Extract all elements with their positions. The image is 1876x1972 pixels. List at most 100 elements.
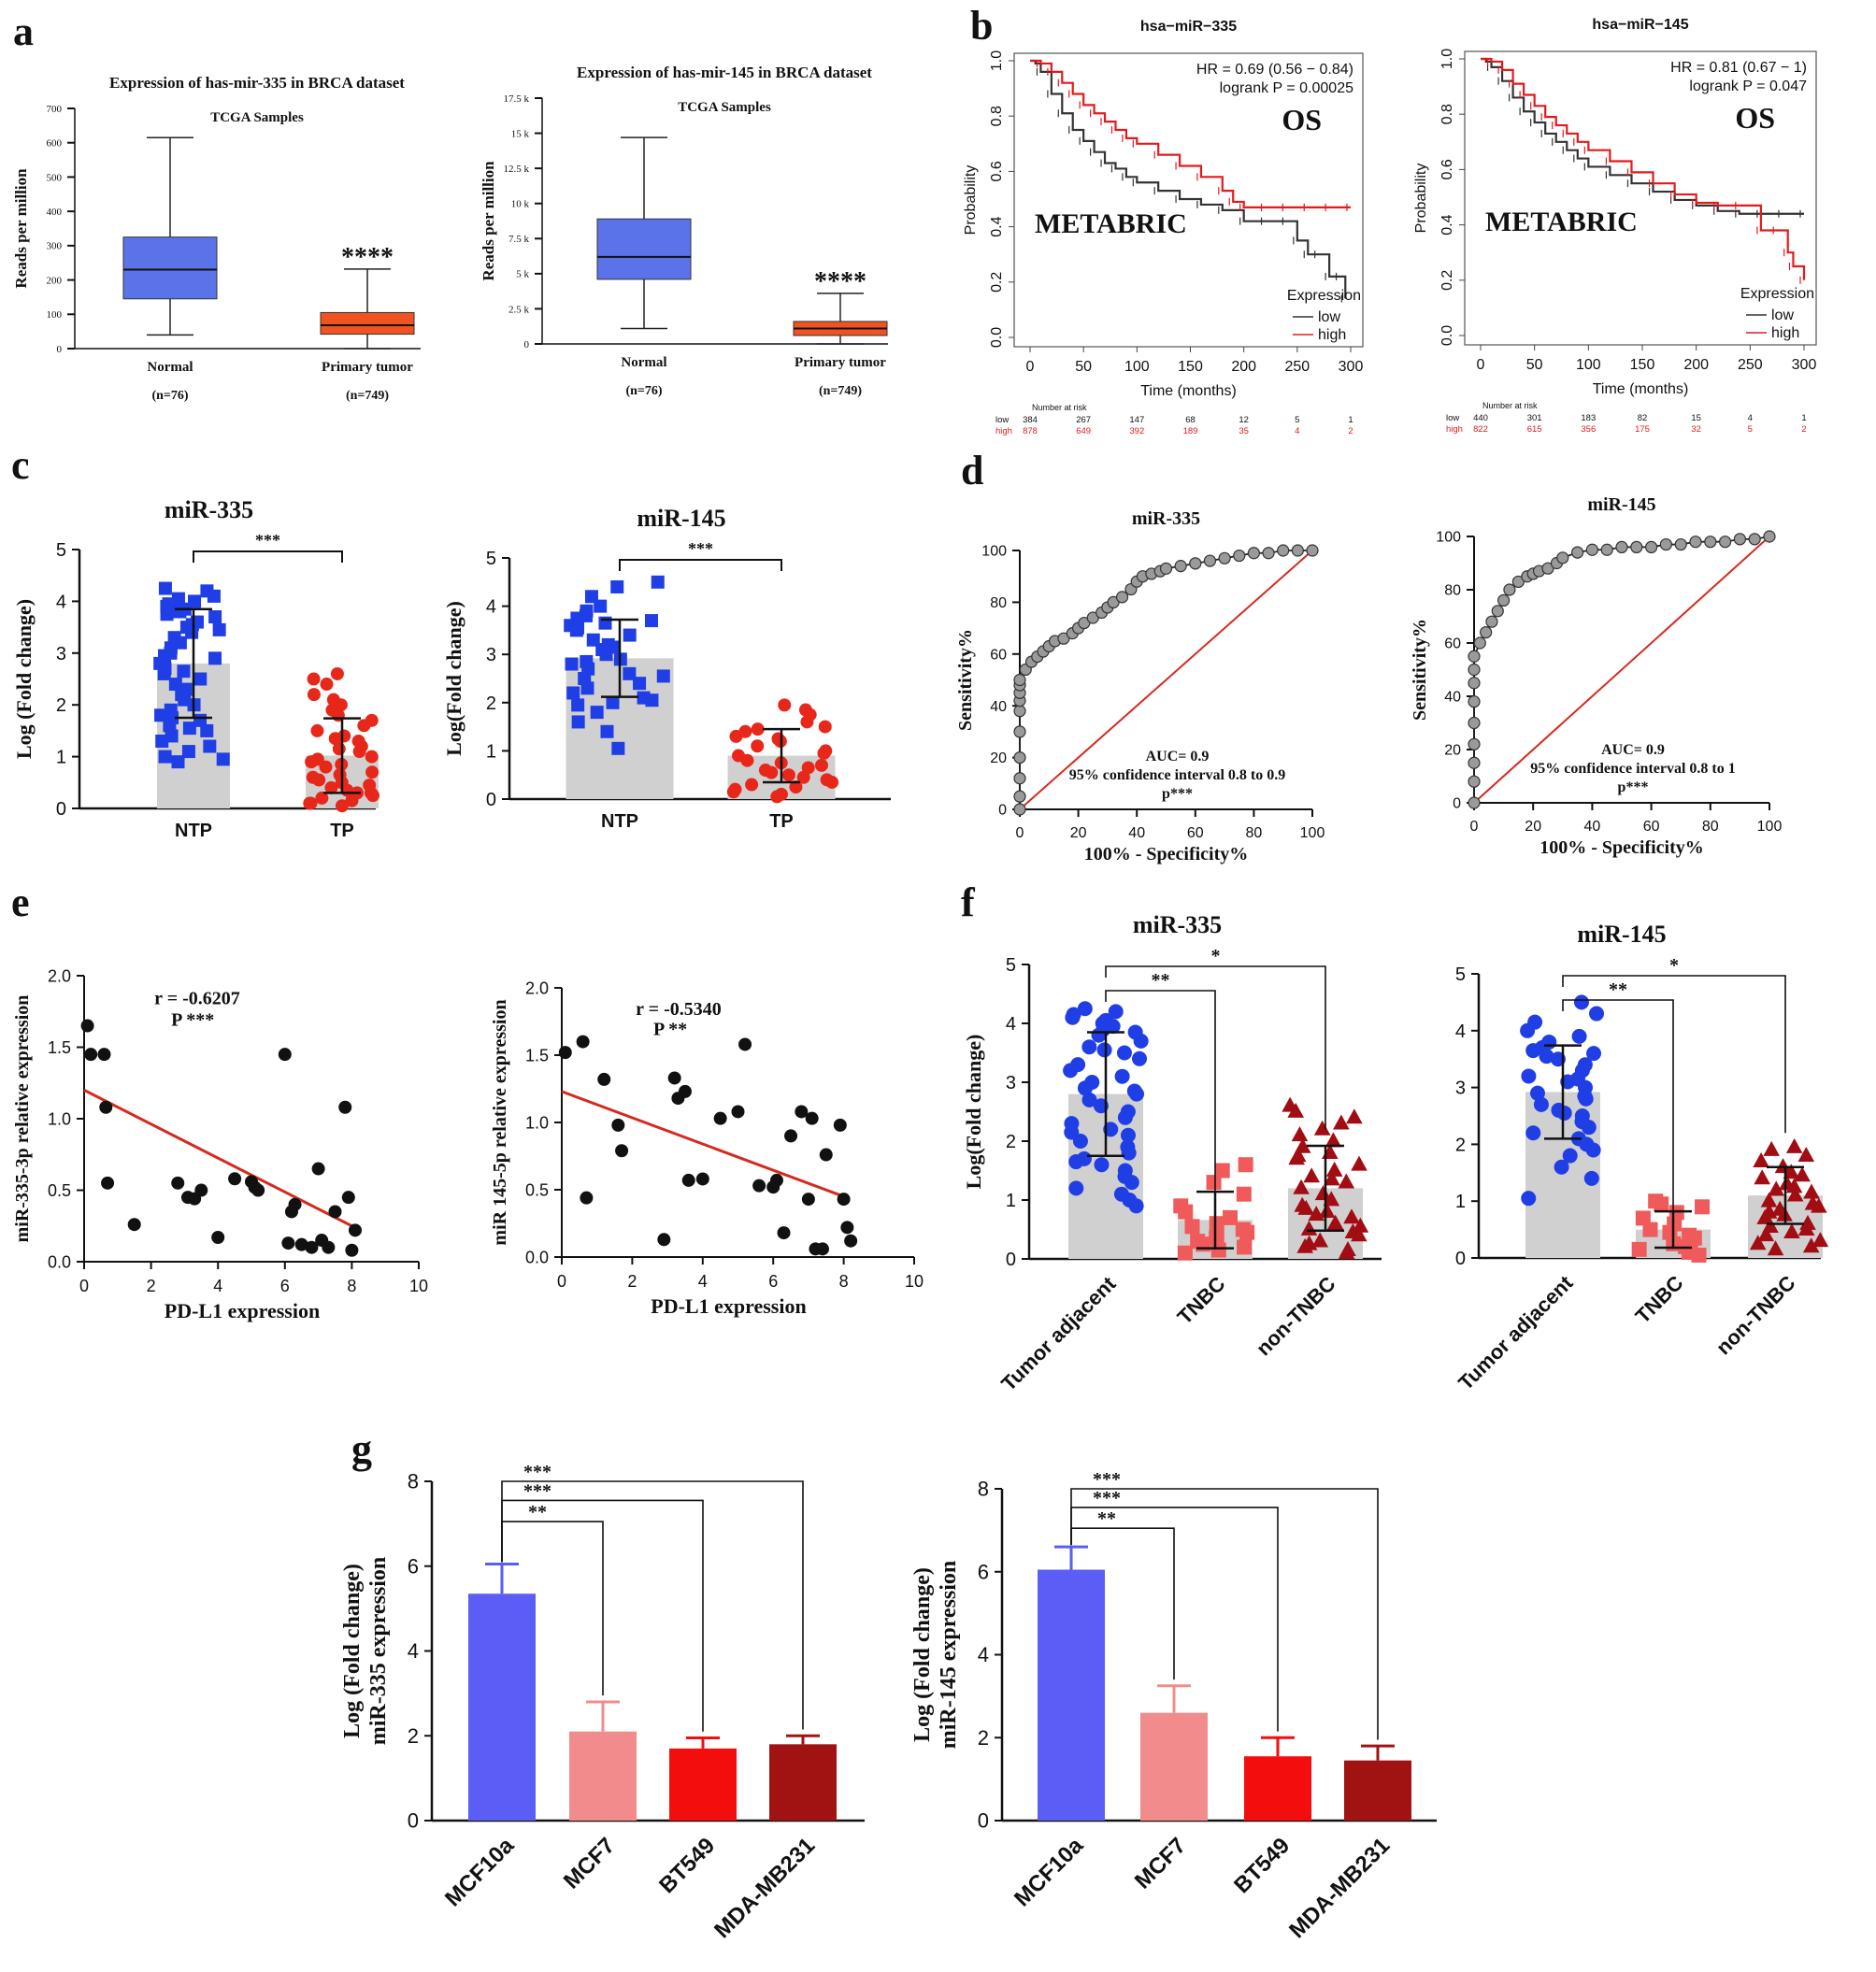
data-point	[154, 708, 168, 722]
comparison-label: *	[1211, 946, 1221, 966]
y-tick-label: 3	[486, 645, 496, 665]
comparison-bracket	[501, 1480, 804, 1730]
bar-bt549	[669, 1748, 737, 1821]
dotbar-chart-f1: miR-335 0 1 2 3 4 5 Log(Fold change) Tumor adjac…	[962, 911, 1382, 1395]
roc-point	[1203, 554, 1217, 567]
data-point	[1573, 994, 1589, 1010]
x-tick-label: 300	[1339, 359, 1364, 375]
dataset-label: METABRIC	[1035, 208, 1187, 239]
data-point	[84, 1048, 98, 1062]
category-label: MCF10a	[440, 1833, 520, 1912]
data-point	[571, 698, 585, 712]
data-point	[644, 614, 658, 628]
data-point	[1289, 1147, 1307, 1163]
data-point	[1631, 1241, 1647, 1257]
y-tick-label: 0.2	[989, 272, 1005, 293]
x-tick-label: 8	[347, 1277, 356, 1295]
data-point	[365, 765, 379, 779]
risk-high-cell: 822	[1473, 424, 1488, 435]
y-axis-label: miR-335-3p relative expression	[12, 995, 33, 1243]
roc-point	[1704, 536, 1717, 549]
data-point	[1333, 1114, 1350, 1130]
data-point	[168, 678, 182, 692]
y-tick-label: 3	[1006, 1073, 1016, 1093]
data-point	[1081, 1039, 1097, 1055]
data-point	[1797, 1221, 1815, 1236]
data-point	[1556, 1105, 1572, 1121]
r-label: r = -0.6207	[154, 989, 240, 1009]
data-point	[1077, 1080, 1093, 1096]
data-point	[837, 1193, 851, 1207]
data-point	[345, 793, 359, 807]
scatter-chart-e2: 0.0 0.5 1.0 1.5 2.0 0 2 4 6 8 10 miR 145-5p relativ…	[490, 979, 924, 1318]
roc-point	[1473, 636, 1486, 650]
data-point	[1323, 1191, 1340, 1207]
auc-label: AUC= 0.9	[1601, 742, 1665, 758]
data-point	[1184, 1219, 1200, 1235]
y-tick-label: 5	[486, 549, 496, 569]
box-chart-a2: Expression of has-mir-145 in BRCA datase…	[480, 64, 888, 398]
significance: ****	[814, 267, 866, 296]
x-tick-label: 50	[1075, 359, 1092, 375]
data-point	[216, 752, 230, 766]
data-point	[1132, 1050, 1148, 1066]
roc-point	[1291, 544, 1304, 557]
data-point	[319, 760, 333, 774]
data-point	[1121, 1145, 1137, 1161]
data-point	[278, 1048, 292, 1062]
y-tick-label: 5	[56, 540, 66, 561]
data-point	[1237, 1239, 1253, 1255]
y-tick-label: 2	[486, 693, 496, 714]
y-tick-label: 0.6	[989, 161, 1005, 181]
y-tick-label: 3	[56, 644, 66, 664]
data-point	[695, 1172, 709, 1186]
ci-label: 95% confidence interval 0.8 to 0.9	[1069, 767, 1286, 783]
risk-high-cell: 2	[1801, 424, 1806, 435]
data-point	[844, 1234, 858, 1248]
chart-subtitle: TCGA Samples	[210, 110, 304, 125]
chart-title: miR-145	[637, 505, 725, 532]
x-tick-label: 2	[627, 1272, 637, 1291]
x-tick-label: 40	[1128, 825, 1145, 841]
roc-chart-d1: miR-335 0 20 40 60 80 100 0 20 40 60 80 100 Sensitivi…	[955, 508, 1325, 865]
data-point	[580, 681, 594, 695]
roc-point	[1585, 543, 1599, 556]
x-tick-label: 80	[1246, 825, 1263, 841]
y-tick-label: 10 k	[511, 199, 530, 210]
data-point	[800, 715, 814, 729]
roc-point	[1468, 737, 1481, 750]
y-tick-label: 2	[978, 1726, 989, 1750]
data-point	[1802, 1237, 1820, 1253]
roc-point	[1013, 772, 1026, 785]
y-tick-label: 60	[1444, 636, 1461, 652]
category-label: non-TNBC	[1252, 1272, 1340, 1361]
legend-title: Expression	[1287, 288, 1361, 304]
data-point	[598, 616, 612, 630]
chart-title: Expression of has-mir-145 in BRCA datase…	[577, 64, 872, 81]
y-axis-label: Log(Fold change)	[442, 601, 465, 756]
category-label: BT549	[1229, 1833, 1295, 1898]
dotbar-chart-f2: miR-145 0 1 2 3 4 5 Tumor adjacent TNBC non-TNBC *…	[1454, 921, 1829, 1394]
data-point	[769, 1173, 783, 1187]
data-point	[307, 688, 321, 702]
risk-low-cell: 82	[1638, 413, 1648, 423]
data-point	[1521, 1068, 1537, 1084]
data-point	[357, 719, 371, 733]
x-tick-label: 100	[1576, 357, 1601, 373]
roc-point	[1174, 560, 1187, 573]
data-point	[615, 1144, 629, 1158]
survival-curve-high	[1030, 59, 1351, 208]
data-point	[1785, 1137, 1803, 1153]
data-point	[1214, 1163, 1230, 1179]
survival-curve-low	[1481, 57, 1804, 215]
data-point	[324, 780, 338, 794]
y-tick-label: 300	[47, 241, 63, 252]
data-point	[1571, 1028, 1587, 1044]
data-point	[365, 750, 379, 764]
data-point	[1068, 1154, 1084, 1170]
legend-label-high: high	[1771, 325, 1799, 341]
y-tick-label: 0	[998, 803, 1007, 819]
x-tick-label: 0	[1477, 357, 1485, 373]
category-label: TP	[330, 821, 354, 841]
data-point	[1520, 1022, 1536, 1038]
